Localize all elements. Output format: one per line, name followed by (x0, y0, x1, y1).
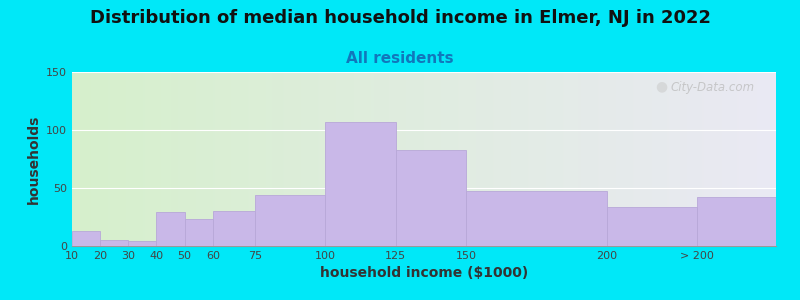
Y-axis label: households: households (26, 114, 41, 204)
Bar (466, 191, 607, 246)
X-axis label: household income ($1000): household income ($1000) (320, 266, 528, 280)
Bar (255, 195, 326, 246)
Bar (157, 212, 185, 246)
Bar (128, 242, 157, 246)
Bar (396, 150, 466, 246)
Bar (100, 240, 128, 246)
Text: City-Data.com: City-Data.com (670, 81, 755, 94)
Bar (326, 122, 396, 246)
Text: Distribution of median household income in Elmer, NJ in 2022: Distribution of median household income … (90, 9, 710, 27)
Bar (607, 207, 697, 246)
Bar (213, 211, 255, 246)
Bar (185, 219, 213, 246)
Bar (72, 231, 100, 246)
Bar (697, 197, 776, 246)
Text: All residents: All residents (346, 51, 454, 66)
Text: ●: ● (654, 79, 667, 93)
